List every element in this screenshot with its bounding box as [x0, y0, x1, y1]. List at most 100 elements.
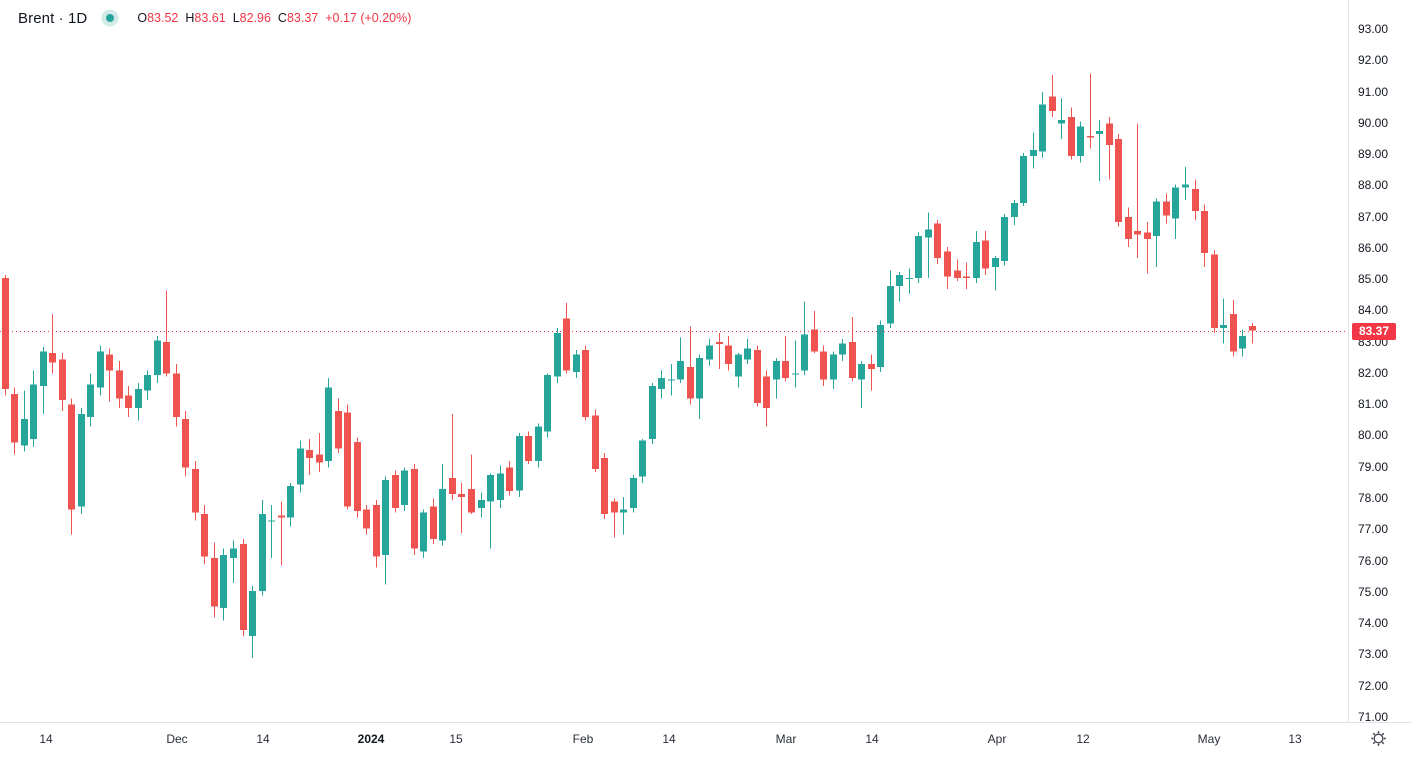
candle-up — [1239, 335, 1246, 349]
candle-down — [430, 506, 437, 540]
candle-down — [49, 353, 56, 363]
candle-up — [639, 440, 646, 477]
price-tick-label: 86.00 — [1358, 240, 1389, 255]
candle-down — [1163, 201, 1170, 216]
time-tick-label: Mar — [775, 732, 797, 746]
series-dot-icon[interactable] — [101, 9, 119, 27]
time-tick-label: 14 — [865, 732, 879, 746]
chart-canvas[interactable] — [0, 0, 1348, 722]
candle-down — [373, 504, 380, 557]
candle-up — [658, 378, 665, 389]
candle-down — [1134, 231, 1141, 235]
candle-down — [1125, 217, 1132, 239]
candle-up — [439, 489, 446, 541]
candle-up — [573, 354, 580, 372]
candle-down — [982, 240, 989, 269]
price-tick-label: 88.00 — [1358, 178, 1389, 193]
candle-up — [706, 345, 713, 360]
candle-down — [411, 468, 418, 549]
candle-up — [1030, 149, 1037, 157]
low-value: 82.96 — [239, 11, 271, 25]
close-label: C — [277, 11, 287, 25]
gear-icon[interactable] — [1369, 729, 1388, 748]
candle-up — [925, 229, 932, 238]
candle-down — [1211, 254, 1218, 329]
candle-down — [392, 475, 399, 508]
price-tick-label: 75.00 — [1358, 584, 1389, 599]
candle-down — [525, 436, 532, 461]
candle-up — [230, 548, 237, 558]
price-tick-label: 74.00 — [1358, 616, 1389, 631]
candle-down — [582, 350, 589, 418]
candle-up — [915, 235, 922, 279]
price-tick-label: 84.00 — [1358, 303, 1389, 318]
candle-down — [716, 342, 723, 344]
candle-up — [1153, 201, 1160, 236]
candle-up — [87, 384, 94, 418]
chart-legend: Brent · 1D O83.52 H83.61 L82.96 C83.37 +… — [18, 8, 411, 28]
price-tick-label: 89.00 — [1358, 147, 1389, 162]
price-tick-label: 78.00 — [1358, 491, 1389, 506]
time-tick-label: 12 — [1076, 732, 1090, 746]
candle-up — [677, 360, 684, 380]
time-tick-label: Dec — [166, 732, 188, 746]
price-tick-label: 80.00 — [1358, 428, 1389, 443]
high-value: 83.61 — [194, 11, 226, 25]
candle-down — [1106, 123, 1113, 146]
candle-down — [1201, 210, 1208, 254]
candle-down — [944, 251, 951, 277]
time-tick-label: Feb — [572, 732, 594, 746]
candle-up — [220, 554, 227, 608]
candle-down — [1049, 96, 1056, 111]
candle-up — [554, 332, 561, 377]
time-axis[interactable]: 14 Dec 14 2024 15 Feb 14 Mar 14 Apr 12 May 13 — [0, 722, 1412, 758]
candle-up — [668, 379, 675, 381]
candle-up — [40, 351, 47, 386]
candle-down — [725, 345, 732, 365]
candle-down — [868, 364, 875, 369]
candle-down — [354, 442, 361, 511]
price-axis[interactable]: 83.37 93.00 92.00 91.00 90.00 89.00 88.00 87.0… — [1348, 0, 1412, 724]
candle-up — [259, 514, 266, 591]
candle-up — [801, 334, 808, 371]
candle-down — [68, 404, 75, 510]
candle-down — [934, 223, 941, 258]
candle-down — [449, 478, 456, 494]
price-tick-label: 76.00 — [1358, 553, 1389, 568]
candle-down — [316, 454, 323, 463]
candle-down — [2, 278, 9, 390]
candle-down — [278, 515, 285, 518]
candle-up — [144, 375, 151, 391]
candle-down — [468, 489, 475, 513]
candle-up — [1077, 126, 1084, 157]
last-price-badge: 83.37 — [1352, 323, 1396, 340]
price-tick-label: 71.00 — [1358, 709, 1389, 724]
candle-up — [992, 257, 999, 268]
time-tick-label: Apr — [987, 732, 1007, 746]
candle-down — [592, 415, 599, 469]
price-tick-label: 73.00 — [1358, 647, 1389, 662]
candle-up — [877, 325, 884, 368]
price-tick-label: 81.00 — [1358, 397, 1389, 412]
price-tick-label: 82.00 — [1358, 365, 1389, 380]
candle-up — [1096, 131, 1103, 135]
candle-up — [30, 384, 37, 440]
candle-down — [211, 557, 218, 607]
time-tick-label: 14 — [256, 732, 270, 746]
candle-up — [535, 426, 542, 461]
candle-up — [858, 364, 865, 380]
price-tick-label: 92.00 — [1358, 53, 1389, 68]
candle-down — [601, 457, 608, 515]
low-label: L — [232, 11, 240, 25]
last-price-line — [0, 331, 1348, 332]
candle-up — [382, 479, 389, 555]
candle-down — [763, 376, 770, 408]
candle-down — [563, 318, 570, 371]
candle-down — [754, 350, 761, 404]
candle-down — [1144, 232, 1151, 239]
candle-up — [735, 354, 742, 377]
time-tick-label: 2024 — [357, 732, 385, 746]
candle-up — [1001, 217, 1008, 261]
symbol-title[interactable]: Brent · 1D — [18, 9, 88, 27]
